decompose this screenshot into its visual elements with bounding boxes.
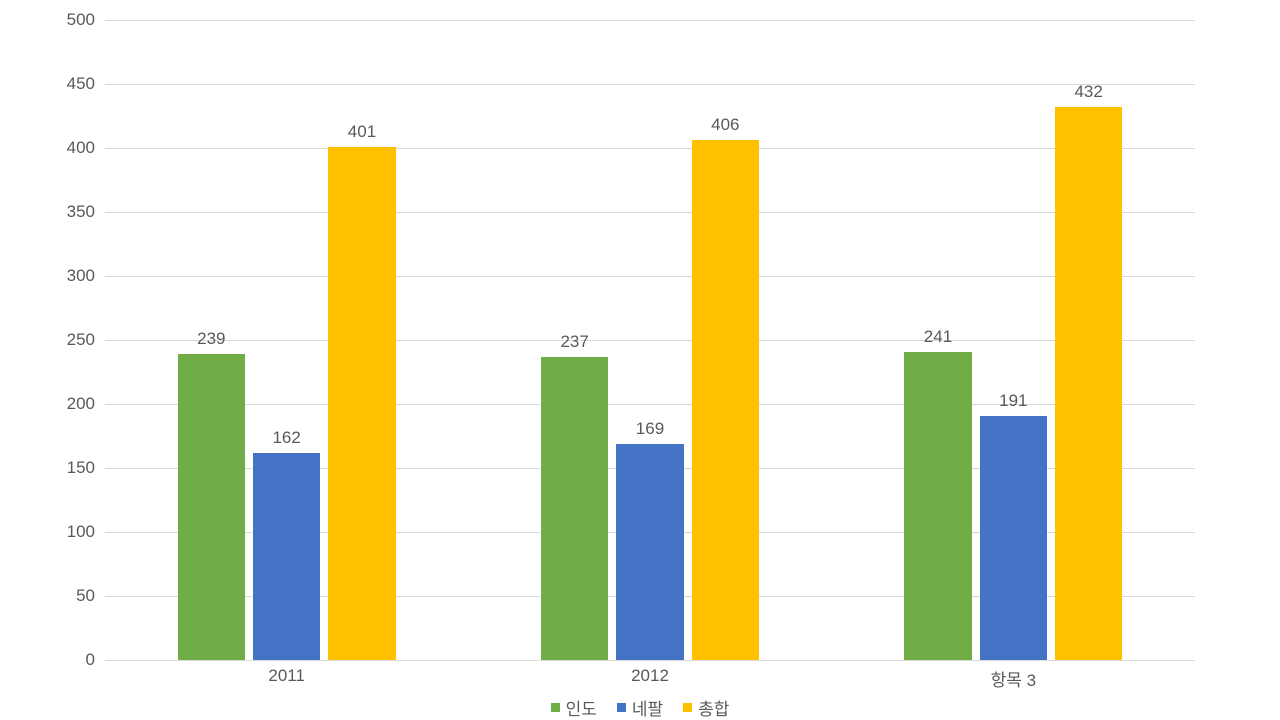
- legend-item: 총합: [683, 695, 729, 720]
- legend-label: 총합: [698, 700, 729, 719]
- y-tick-label: 100: [15, 522, 95, 542]
- bar-value-label: 406: [692, 115, 759, 135]
- x-category-label: 2011: [105, 666, 468, 686]
- bar-value-label: 191: [980, 391, 1047, 411]
- bar: 241: [904, 352, 971, 660]
- y-tick-label: 450: [15, 74, 95, 94]
- gridline: [105, 660, 1195, 661]
- legend-item: 네팔: [617, 695, 663, 720]
- bar: 237: [541, 357, 608, 660]
- x-category-label: 2012: [468, 666, 831, 686]
- bar: 432: [1055, 107, 1122, 660]
- y-tick-label: 350: [15, 202, 95, 222]
- y-tick-label: 150: [15, 458, 95, 478]
- y-tick-label: 200: [15, 394, 95, 414]
- y-tick-label: 400: [15, 138, 95, 158]
- y-tick-label: 250: [15, 330, 95, 350]
- y-tick-label: 300: [15, 266, 95, 286]
- plot-area: 239162401237169406241191432: [105, 20, 1195, 660]
- y-tick-label: 500: [15, 10, 95, 30]
- bar: 169: [616, 444, 683, 660]
- bar-value-label: 401: [328, 122, 395, 142]
- bar-value-label: 169: [616, 419, 683, 439]
- legend-swatch: [551, 703, 560, 712]
- bar: 239: [178, 354, 245, 660]
- bar-value-label: 239: [178, 329, 245, 349]
- y-tick-label: 0: [15, 650, 95, 670]
- bar-value-label: 237: [541, 332, 608, 352]
- legend-label: 네팔: [632, 700, 663, 719]
- legend: 인도 네팔 총합: [0, 695, 1280, 720]
- bar-chart: 239162401237169406241191432 050100150200…: [0, 0, 1280, 720]
- bar-value-label: 432: [1055, 82, 1122, 102]
- bar: 401: [328, 147, 395, 660]
- legend-item: 인도: [551, 695, 597, 720]
- legend-label: 인도: [566, 700, 597, 719]
- bars-container: 239162401237169406241191432: [105, 20, 1195, 660]
- legend-swatch: [617, 703, 626, 712]
- bar: 191: [980, 416, 1047, 660]
- y-tick-label: 50: [15, 586, 95, 606]
- x-category-label: 항목 3: [832, 666, 1195, 691]
- bar-value-label: 241: [904, 327, 971, 347]
- bar: 162: [253, 453, 320, 660]
- bar: 406: [692, 140, 759, 660]
- legend-swatch: [683, 703, 692, 712]
- bar-value-label: 162: [253, 428, 320, 448]
